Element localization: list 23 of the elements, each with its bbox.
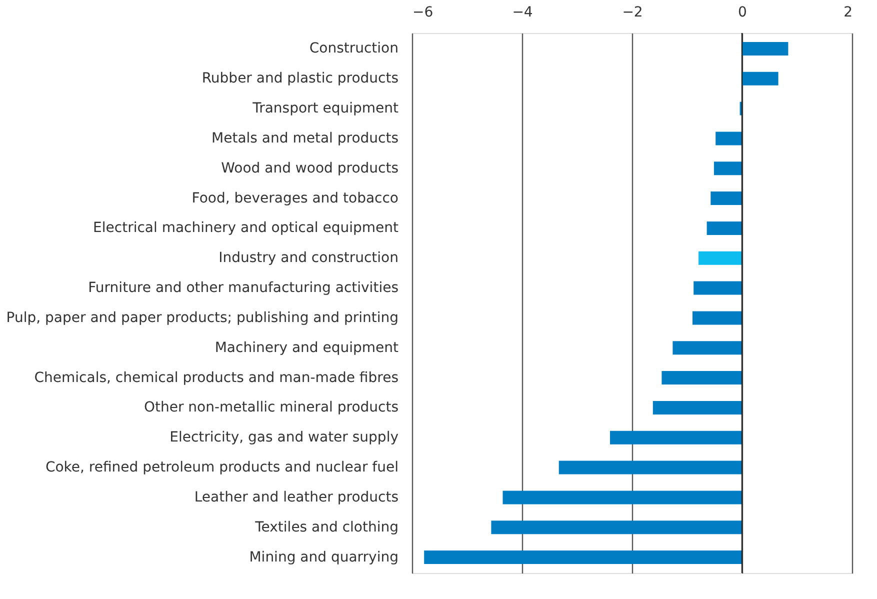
x-tick-label: 2 bbox=[844, 4, 852, 20]
y-tick-label: Pulp, paper and paper products; publishing and printing bbox=[6, 310, 398, 326]
y-tick-label: Rubber and plastic products bbox=[202, 70, 398, 87]
x-tick-label: 0 bbox=[738, 4, 747, 20]
y-tick-label: Chemicals, chemical products and man-made fibres bbox=[34, 370, 398, 386]
y-tick-label: Textiles and clothing bbox=[254, 519, 398, 536]
y-tick-label: Electricity, gas and water supply bbox=[170, 430, 398, 446]
x-tick-label: −4 bbox=[512, 4, 533, 20]
y-tick-label: Coke, refined petroleum products and nuclear fuel bbox=[45, 460, 398, 476]
y-tick-label: Food, beverages and tobacco bbox=[192, 190, 398, 206]
y-tick-label: Metals and metal products bbox=[212, 130, 398, 146]
y-tick-label: Wood and wood products bbox=[221, 160, 398, 176]
y-tick-label: Machinery and equipment bbox=[214, 340, 399, 356]
y-tick-label: Leather and leather products bbox=[194, 489, 398, 506]
y-tick-label: Industry and construction bbox=[218, 250, 398, 266]
y-tick-label: Furniture and other manufacturing activities bbox=[88, 280, 398, 296]
y-tick-label: Electrical machinery and optical equipment bbox=[93, 220, 400, 236]
y-tick-label: Transport equipment bbox=[252, 100, 400, 117]
y-tick-label: Construction bbox=[309, 40, 398, 57]
y-tick-label: Other non-metallic mineral products bbox=[144, 400, 398, 416]
x-tick-label: −6 bbox=[412, 4, 434, 20]
x-tick-label: −2 bbox=[622, 4, 643, 20]
y-tick-label: Mining and quarrying bbox=[249, 549, 398, 566]
